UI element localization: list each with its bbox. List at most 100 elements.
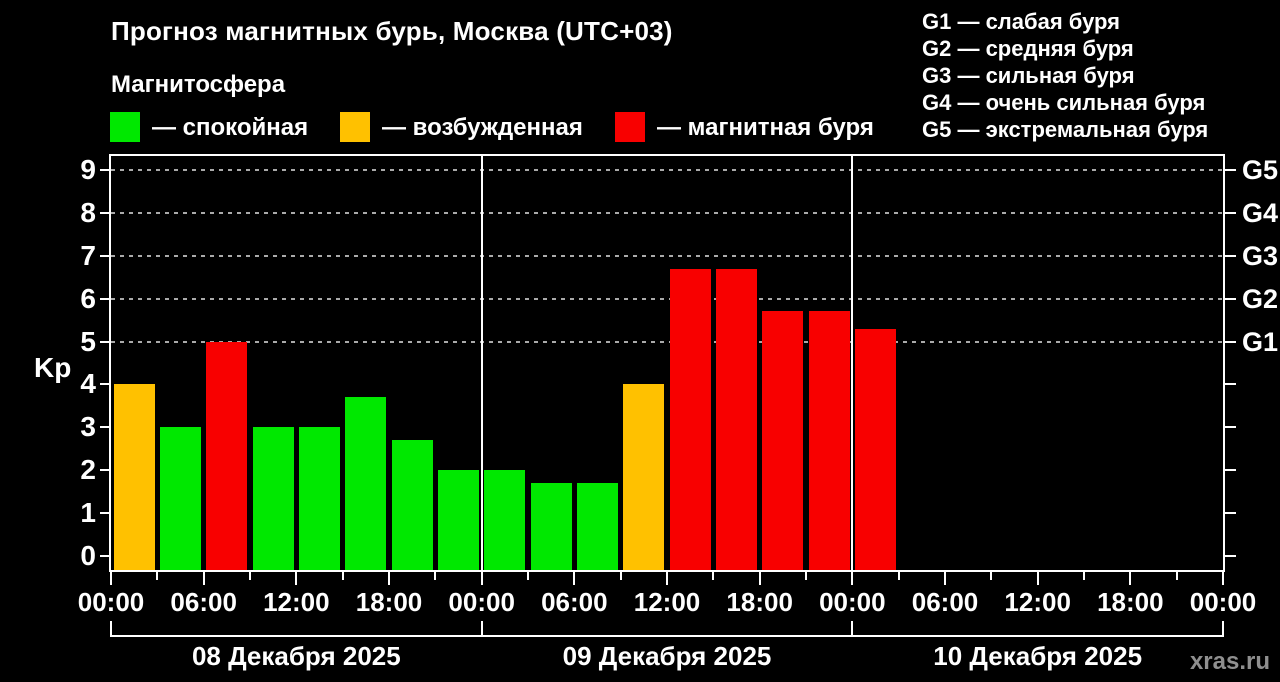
date-bracket-line (111, 635, 1223, 637)
y-tick-left (100, 383, 111, 386)
quiet-legend-swatch (110, 112, 140, 142)
gridline-kp8 (111, 211, 1223, 214)
y-tick-right (1225, 340, 1236, 343)
y-tick-label: 6 (80, 282, 96, 314)
y-tick-right (1225, 168, 1236, 171)
y-tick-right (1225, 512, 1236, 515)
y-tick-left (100, 297, 111, 300)
x-tick-label: 18:00 (1097, 587, 1164, 617)
y-tick-left (100, 211, 111, 214)
x-tick-minor (1083, 572, 1085, 580)
y-tick-label: 4 (80, 368, 96, 400)
x-tick-minor (1175, 572, 1178, 580)
kp-bar (576, 483, 619, 570)
magnetosphere-subtitle: Магнитосфера (111, 71, 286, 98)
x-tick-major (851, 572, 854, 585)
x-tick-label: 00:00 (448, 587, 515, 617)
watermark: xras.ru (1189, 648, 1270, 675)
kp-bar (206, 341, 248, 570)
x-tick-minor (897, 572, 900, 580)
x-tick-minor (805, 572, 807, 580)
y-tick-label: 9 (80, 153, 96, 185)
g-axis-label: G3 (1242, 240, 1279, 271)
y-tick-left (100, 168, 111, 171)
kp-bar (345, 397, 387, 570)
y-tick-right (1225, 426, 1236, 429)
y-tick-right (1225, 383, 1236, 386)
kp-bar (715, 268, 758, 570)
kp-bar (298, 427, 341, 570)
x-tick-major (110, 572, 112, 585)
g-scale-legend: G1 — слабая буря G2 — средняя буря G3 — си… (922, 8, 1208, 143)
gridline-kp9 (111, 168, 1223, 171)
x-tick-minor (619, 572, 622, 580)
y-tick-right (1225, 469, 1236, 472)
date-bracket-tick (851, 621, 854, 637)
y-tick-label: 8 (80, 196, 96, 228)
kp-bar (530, 483, 572, 570)
x-tick-label: 00:00 (1189, 587, 1257, 617)
date-label: 08 Декабря 2025 (191, 641, 401, 671)
plot-area (109, 154, 1225, 572)
y-tick-label: 2 (80, 454, 96, 486)
kp-bar (762, 311, 804, 570)
x-tick-minor (341, 572, 344, 580)
x-tick-label: 12:00 (633, 587, 701, 617)
kp-bar (159, 427, 202, 570)
x-tick-major (758, 572, 761, 585)
y-tick-right (1225, 555, 1236, 558)
y-tick-label: 0 (80, 540, 96, 572)
kp-bar (252, 427, 294, 570)
storm-legend-label: — магнитная буря (657, 114, 874, 141)
y-tick-right (1225, 297, 1236, 300)
g-legend-line: G4 — очень сильная буря (922, 90, 1206, 115)
kp-bar (391, 440, 433, 570)
x-tick-major (1129, 572, 1132, 585)
excited-legend-label: — возбужденная (382, 114, 583, 141)
x-tick-minor (990, 572, 993, 580)
day-separator (480, 156, 483, 570)
x-tick-major (1222, 572, 1224, 585)
y-tick-left (100, 254, 111, 257)
quiet-legend-label: — спокойная (152, 114, 309, 141)
g-legend-line: G1 — слабая буря (922, 9, 1121, 34)
gridline-kp5 (111, 340, 1223, 343)
date-label: 09 Декабря 2025 (562, 641, 772, 671)
g-legend-line: G3 — сильная буря (922, 63, 1135, 88)
x-tick-major (944, 572, 946, 585)
x-tick-minor (249, 572, 251, 580)
y-tick-left (100, 426, 111, 429)
x-tick-label: 12:00 (1004, 587, 1071, 617)
x-tick-major (573, 572, 576, 585)
x-tick-label: 12:00 (263, 587, 330, 617)
x-tick-major (295, 572, 298, 585)
x-tick-minor (156, 572, 159, 580)
y-tick-label: 7 (80, 239, 96, 271)
x-tick-label: 06:00 (170, 587, 237, 617)
x-tick-major (202, 572, 205, 585)
y-axis-title: Kp (34, 352, 72, 383)
x-tick-label: 00:00 (77, 587, 145, 617)
g-legend-line: G2 — средняя буря (922, 36, 1134, 61)
y-tick-right (1225, 211, 1236, 214)
x-tick-major (1036, 572, 1039, 585)
x-tick-major (666, 572, 668, 585)
y-tick-label: 5 (80, 325, 96, 357)
y-tick-left (100, 512, 111, 515)
y-tick-label: 3 (80, 411, 96, 443)
y-tick-label: 1 (80, 497, 96, 529)
date-bracket-tick (1222, 621, 1224, 637)
x-tick-label: 00:00 (819, 587, 886, 617)
kp-bar (484, 470, 526, 570)
y-tick-left (100, 555, 111, 558)
x-tick-label: 06:00 (541, 587, 608, 617)
kp-bar (113, 384, 155, 570)
x-tick-minor (712, 572, 715, 580)
y-tick-left (100, 340, 111, 343)
x-tick-major (480, 572, 483, 585)
y-tick-right (1225, 254, 1236, 257)
date-bracket-tick (480, 621, 483, 637)
x-tick-label: 18:00 (355, 587, 423, 617)
g-axis-label: G4 (1242, 197, 1279, 228)
